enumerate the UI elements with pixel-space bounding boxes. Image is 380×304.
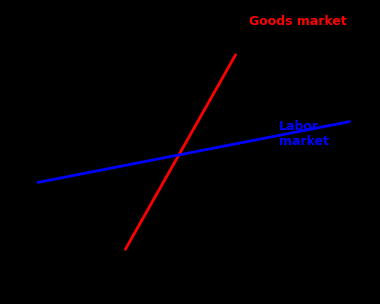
- Text: Goods market: Goods market: [249, 15, 347, 28]
- Text: Labor
market: Labor market: [279, 120, 329, 148]
